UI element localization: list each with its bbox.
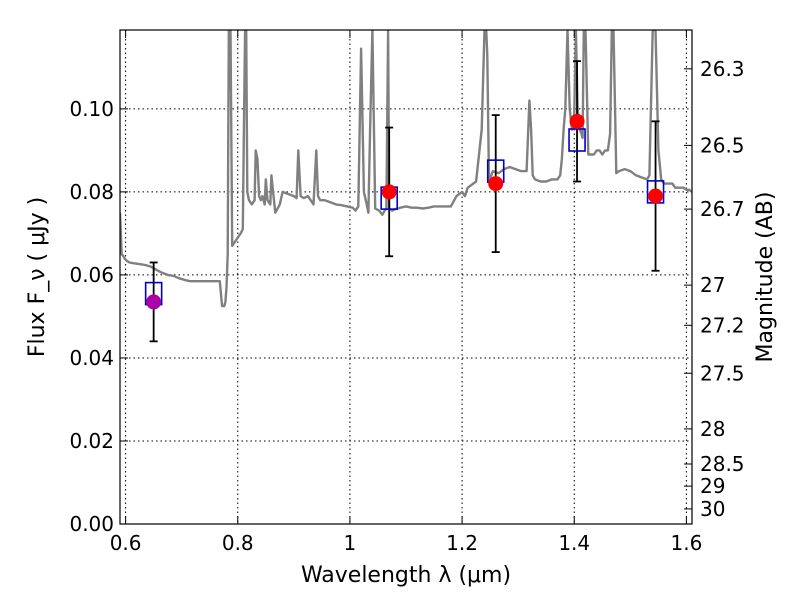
- y-tick-label: 0.08: [69, 180, 114, 204]
- right-tick-label: 27.2: [700, 313, 745, 337]
- observed-points: [146, 113, 664, 310]
- y-axis-label: Flux F_ν ( μJy ): [25, 197, 50, 357]
- y-tick-label: 0.10: [69, 97, 114, 121]
- y-tick-label: 0.06: [69, 263, 114, 287]
- right-tick-label: 29: [700, 474, 725, 498]
- x-tick-labels: 0.6 0.8 1 1.2 1.4 1.6: [110, 531, 703, 555]
- plot-background: [120, 30, 692, 524]
- observed-flux-point: [569, 113, 585, 129]
- x-tick-label: 1.6: [670, 531, 702, 555]
- right-tick-label: 28.5: [700, 452, 745, 476]
- right-axis-label: Magnitude (AB): [753, 192, 778, 363]
- y-tick-label: 0.00: [69, 512, 114, 536]
- observed-flux-point: [488, 176, 504, 192]
- y-tick-label: 0.02: [69, 429, 114, 453]
- right-tick-label: 27.5: [700, 361, 745, 385]
- right-tick-label: 28: [700, 417, 725, 441]
- y-tick-labels: 0.00 0.02 0.04 0.06 0.08 0.10: [69, 97, 114, 536]
- x-axis-label: Wavelength λ (μm): [301, 563, 511, 588]
- x-tick-label: 0.6: [110, 531, 142, 555]
- x-tick-label: 1: [344, 531, 357, 555]
- y-tick-label: 0.04: [69, 346, 114, 370]
- right-tick-label: 27: [700, 273, 725, 297]
- model-flux-box: [568, 128, 586, 152]
- plot-frame: [119, 29, 693, 525]
- right-tick-label: 26.3: [700, 57, 745, 81]
- right-tick-label: 26.7: [700, 197, 745, 221]
- right-tick-label: 26.5: [700, 133, 745, 157]
- observed-flux-point: [146, 294, 162, 310]
- x-tick-label: 0.8: [222, 531, 254, 555]
- observed-flux-point: [648, 188, 664, 204]
- observed-flux-point: [381, 184, 397, 200]
- x-tick-label: 1.2: [446, 531, 478, 555]
- x-tick-label: 1.4: [558, 531, 590, 555]
- right-tick-label: 30: [700, 497, 725, 521]
- axis-ticks: [120, 30, 692, 525]
